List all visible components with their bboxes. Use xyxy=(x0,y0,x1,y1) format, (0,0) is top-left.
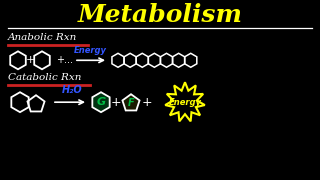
Text: Energy: Energy xyxy=(169,98,202,107)
Text: Metabolism: Metabolism xyxy=(77,3,243,27)
Text: +: + xyxy=(142,96,152,109)
Polygon shape xyxy=(123,94,140,111)
Text: +...: +... xyxy=(56,55,73,65)
Text: Catabolic Rxn: Catabolic Rxn xyxy=(8,73,81,82)
Polygon shape xyxy=(92,92,110,112)
Text: F: F xyxy=(128,98,134,108)
Text: Anabolic Rxn: Anabolic Rxn xyxy=(8,33,77,42)
Text: G: G xyxy=(96,97,106,107)
Text: +: + xyxy=(111,96,121,109)
Text: +: + xyxy=(25,55,35,65)
Text: Energy: Energy xyxy=(74,46,107,55)
Text: H₂O: H₂O xyxy=(62,85,82,95)
